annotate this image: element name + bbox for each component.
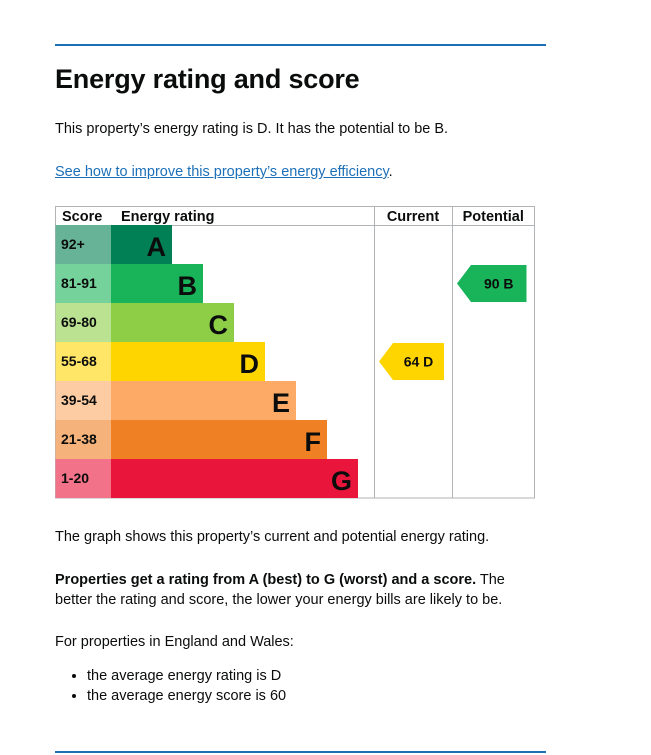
rating-summary: This property’s energy rating is D. It h…: [55, 121, 449, 137]
header-energy-rating: Energy rating: [121, 209, 214, 225]
energy-rating-graph: Score Energy rating Current Potential 92+ A 8…: [55, 206, 535, 499]
rating-arrows: 64 D 90 B: [379, 265, 527, 380]
band-score-label: 21-38: [61, 431, 97, 447]
band-score-cell: [55, 225, 111, 264]
band-bar-a: [111, 225, 172, 264]
list-item: the average energy score is 60: [87, 686, 286, 706]
band-score-label: 69-80: [61, 314, 97, 330]
graph-note: The graph shows this property’s current …: [55, 529, 490, 545]
band-score-cell: [55, 264, 111, 303]
improve-link-paragraph: See how to improve this property’s energ…: [55, 162, 393, 182]
band-score-label: 81-91: [61, 275, 97, 291]
rating-bands: 92+ A 81-91 B 69-80 C 55-68 D 39-54 E 21-38 F 1-20 G: [55, 225, 358, 498]
band-score-label: 92+: [61, 236, 85, 252]
rating-explanation-bold: Properties get a rating from A (best) to…: [55, 572, 477, 588]
england-wales-note: For properties in England and Wales:: [55, 634, 294, 650]
band-bar-d: [111, 342, 265, 381]
band-bar-c: [111, 303, 234, 342]
band-score-label: 1-20: [61, 470, 89, 486]
link-suffix: .: [388, 164, 393, 180]
band-letter: D: [240, 349, 260, 379]
band-letter: F: [305, 427, 322, 457]
section-divider-top: [55, 44, 546, 46]
band-bar-b: [111, 264, 203, 303]
band-bar-g: [111, 459, 358, 498]
band-score-label: 55-68: [61, 353, 97, 369]
header-current: Current: [387, 209, 440, 225]
current-rating-arrow: [379, 343, 444, 380]
rating-explanation: Properties get a rating from A (best) to…: [55, 570, 545, 610]
current-rating-label: 64 D: [404, 354, 434, 370]
potential-rating-arrow: [457, 265, 527, 302]
averages-list: the average energy rating is D the avera…: [55, 666, 286, 706]
potential-rating-label: 90 B: [484, 276, 514, 292]
energy-rating-chart: Score Energy rating Current Potential 92+ A 8…: [55, 206, 536, 500]
band-letter: B: [178, 271, 198, 301]
band-score-label: 39-54: [61, 392, 97, 408]
list-item: the average energy rating is D: [87, 666, 286, 686]
band-letter: G: [331, 466, 352, 496]
band-score-cell: [55, 420, 111, 459]
band-letter: A: [147, 232, 167, 262]
page-title: Energy rating and score: [55, 64, 360, 94]
band-letter: E: [272, 388, 290, 418]
band-score-cell: [55, 459, 111, 498]
band-score-cell: [55, 342, 111, 381]
band-score-cell: [55, 381, 111, 420]
improve-efficiency-link[interactable]: See how to improve this property’s energ…: [55, 164, 389, 180]
header-potential: Potential: [463, 209, 524, 225]
band-bar-f: [111, 420, 327, 459]
band-letter: C: [209, 310, 229, 340]
rating-explanation-rest: The better the rating and score, the low…: [55, 572, 505, 608]
header-score: Score: [62, 209, 102, 225]
band-score-cell: [55, 303, 111, 342]
band-bar-e: [111, 381, 296, 420]
section-divider-bottom: [55, 751, 546, 753]
